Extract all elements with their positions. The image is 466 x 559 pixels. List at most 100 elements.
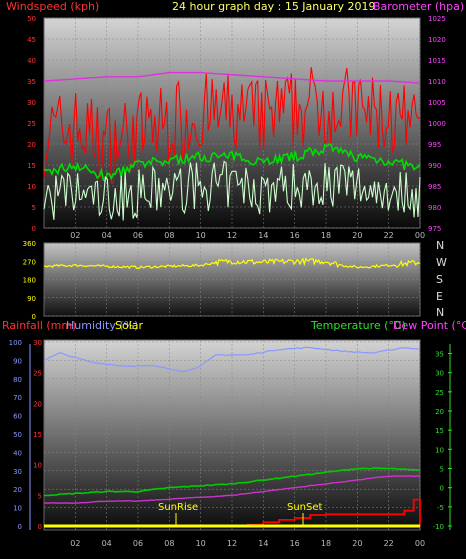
windspeed-tick-labels: 0 5 10 15 20 25 30 35 40 45 50 [27,15,36,233]
barometer-tick: 985 [428,183,441,191]
direction-tick: 360 [23,240,36,248]
rain-temp-gridlines [44,340,421,530]
humidity-tick: 100 [9,339,22,347]
barometer-tick: 995 [428,141,441,149]
barometer-tick-labels: 975 980 985 990 995 1000 1005 1010 1015 1020 1025 [428,15,446,233]
temperature-tick: 5 [440,466,444,474]
rainfall-tick: 20 [33,400,42,408]
temperature-tick: 25 [435,389,444,397]
hour-tick: 18 [321,231,331,240]
humidity-tick: 0 [18,523,22,531]
hour-tick: 00 [415,231,425,240]
barometer-tick: 990 [428,162,441,170]
dewpoint-series [43,475,421,505]
compass-s: S [436,273,443,286]
wind-average-line [43,143,421,183]
hour-tick: 02 [70,231,80,240]
hour-tick: 12 [227,231,237,240]
temperature-tick: 35 [435,351,444,359]
hour-tick: 10 [196,539,206,548]
rainfall-tick: 5 [38,492,42,500]
rainfall-tick: 25 [33,370,42,378]
wind-low-series [43,160,421,221]
wind-direction-line [43,257,421,270]
humidity-tick: 50 [13,431,22,439]
wind-gust-line [43,67,421,184]
humidity-tick: 80 [13,376,22,384]
temperature-tick: 30 [435,370,444,378]
hour-tick: 10 [196,231,206,240]
humidity-tick: 60 [13,413,22,421]
rainfall-tick: 10 [33,462,42,470]
humidity-tick: 30 [13,468,22,476]
temperature-axis-label: Temperature (°C) [310,319,406,332]
direction-tick: 0 [32,313,36,321]
humidity-tick: 20 [13,486,22,494]
temperature-tick: -10 [433,523,444,531]
hour-tick: 00 [415,539,425,548]
direction-tick: 270 [23,258,36,266]
rain-temp-plot-area [43,339,421,531]
humidity-tick-labels: 0 10 20 30 40 50 60 70 80 90 100 [9,339,31,531]
windspeed-tick: 0 [32,225,36,233]
barometer-series [43,71,421,84]
rainfall-tick: 15 [33,431,42,439]
temperature-tick: 10 [435,446,444,454]
hour-tick: 02 [70,539,80,548]
hour-tick: 06 [133,539,143,548]
wind-hour-tick-labels: 02 04 06 08 10 12 14 16 18 20 22 00 [70,231,425,240]
hour-tick: 06 [133,231,143,240]
hour-tick: 14 [258,539,268,548]
windspeed-tick: 20 [27,141,36,149]
graph-title: 24 hour graph day : 15 January 2019 [172,0,376,13]
wind-low-line [43,160,421,221]
windspeed-axis-label: Windspeed (kph) [6,0,99,13]
barometer-tick: 1020 [428,36,446,44]
rainfall-tick-labels: 0 5 10 15 20 25 30 [33,339,42,531]
barometer-axis-label: Barometer (hpa) [373,0,464,13]
windspeed-tick: 40 [27,57,36,65]
windspeed-tick: 15 [27,162,36,170]
rain-hour-tick-labels: 02 04 06 08 10 12 14 16 18 20 22 00 [70,539,425,548]
hour-tick: 20 [352,231,362,240]
direction-gridlines [44,242,421,317]
barometer-line [43,71,421,84]
direction-tick: 90 [27,295,36,303]
hour-tick: 16 [290,231,300,240]
barometer-tick: 1025 [428,15,446,23]
hour-tick: 14 [258,231,268,240]
temperature-line [44,467,421,497]
temperature-series [44,467,421,497]
windspeed-tick: 35 [27,78,36,86]
barometer-tick: 975 [428,225,441,233]
hour-tick: 08 [164,231,174,240]
compass-labels: N W S E N [436,239,447,319]
hour-tick: 22 [384,231,394,240]
barometer-tick: 1015 [428,57,446,65]
humidity-line [43,346,421,372]
temperature-tick: 0 [440,485,444,493]
temperature-tick: 15 [435,427,444,435]
compass-n-bottom: N [436,306,444,319]
humidity-series [43,346,421,372]
temperature-tick: 20 [435,408,444,416]
dewpoint-axis-label: Dew Point (°C) [393,319,466,332]
compass-e: E [436,290,443,303]
temperature-tick-labels: -10 -5 0 5 10 15 20 25 30 35 [433,344,452,531]
wind-direction-series [43,257,421,270]
hour-tick: 08 [164,539,174,548]
rainfall-tick: 30 [33,339,42,347]
hour-tick: 04 [102,539,112,548]
barometer-tick: 1010 [428,78,446,86]
direction-tick: 180 [23,277,36,285]
windspeed-tick: 45 [27,36,36,44]
windspeed-tick: 50 [27,15,36,23]
windspeed-tick: 5 [32,204,36,212]
hour-tick: 12 [227,539,237,548]
humidity-tick: 10 [13,505,22,513]
solar-axis-label: Solar [115,319,144,332]
direction-tick-labels: 0 90 180 270 360 [23,240,36,321]
sunrise-label: SunRise [158,502,198,513]
barometer-tick: 980 [428,204,441,212]
